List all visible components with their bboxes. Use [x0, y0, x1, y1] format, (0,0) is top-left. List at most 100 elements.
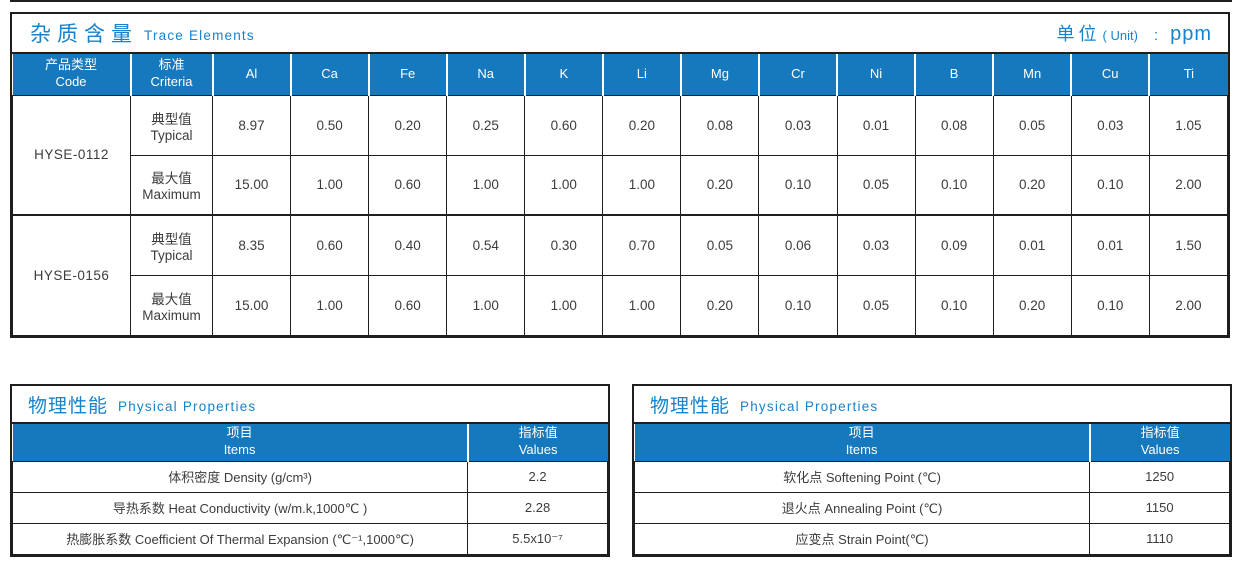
element-header-al: Al: [211, 54, 291, 96]
value-cell: 0.08: [914, 94, 994, 156]
physical-properties-table-right: 项目 Items 指标值 Values 软化点 Softening Point …: [633, 424, 1230, 555]
value-cell: 0.60: [368, 154, 448, 216]
table-row: 软化点 Softening Point (℃) 1250: [633, 460, 1230, 493]
value-cell: 1.00: [446, 274, 526, 336]
value-cell: 1150: [1089, 491, 1230, 524]
trace-title-cn: 杂质含量: [30, 23, 138, 46]
value-cell: 0.01: [836, 94, 916, 156]
criteria-cell: 典型值 Typical: [130, 214, 213, 276]
col-header-values-en: Values: [1140, 442, 1180, 458]
value-cell: 2.2: [467, 460, 608, 493]
value-cell: 0.30: [524, 214, 604, 276]
trace-header-row: 产品类型 Code 标准 Criteria Al Ca Fe Na K Li M…: [12, 54, 1228, 96]
value-cell: 1.00: [446, 154, 526, 216]
table-row: 最大值 Maximum 15.00 1.00 0.60 1.00 1.00 1.…: [13, 274, 1229, 336]
col-header-items-cn: 项目: [848, 425, 875, 441]
unit-en: ( Unit): [1102, 28, 1138, 43]
table-row: 应变点 Strain Point(℃) 1110: [633, 522, 1230, 555]
element-header-b: B: [914, 54, 994, 96]
value-cell: 0.03: [1070, 94, 1150, 156]
value-cell: 1250: [1089, 460, 1230, 493]
value-cell: 1.00: [602, 154, 682, 216]
criteria-cell: 典型值 Typical: [130, 94, 213, 156]
value-cell: 0.20: [992, 154, 1072, 216]
value-cell: 0.20: [368, 94, 448, 156]
item-cell: 应变点 Strain Point(℃): [633, 522, 1091, 555]
value-cell: 0.05: [992, 94, 1072, 156]
value-cell: 15.00: [211, 274, 292, 336]
value-cell: 5.5x10⁻⁷: [467, 522, 608, 555]
value-cell: 0.60: [290, 214, 370, 276]
item-cell: 软化点 Softening Point (℃): [633, 460, 1091, 493]
col-header-items: 项目 Items: [12, 424, 468, 462]
criteria-cell: 最大值 Maximum: [130, 274, 213, 336]
value-cell: 0.60: [524, 94, 604, 156]
criteria-en: Maximum: [142, 187, 201, 203]
item-cell: 体积密度 Density (g/cm³): [11, 460, 469, 493]
unit-value: ppm: [1170, 23, 1212, 45]
col-header-values: 指标值 Values: [1088, 424, 1230, 462]
physical-properties-table-left: 项目 Items 指标值 Values 体积密度 Density (g/cm³)…: [11, 424, 608, 555]
unit-label: 单位 ( Unit) : ppm: [1057, 20, 1212, 46]
top-crop-line: [10, 0, 1232, 2]
table-row: 退火点 Annealing Point (℃) 1150: [633, 491, 1230, 524]
col-header-code-cn: 产品类型: [44, 57, 97, 73]
value-cell: 0.10: [914, 154, 994, 216]
element-header-cu: Cu: [1070, 54, 1150, 96]
col-header-criteria: 标准 Criteria: [129, 54, 213, 96]
criteria-en: Maximum: [142, 307, 201, 323]
trace-elements-panel: 杂质含量 Trace Elements 单位 ( Unit) : ppm 产品类…: [10, 12, 1230, 338]
value-cell: 15.00: [211, 154, 292, 216]
criteria-cn: 典型值: [151, 231, 192, 247]
trace-title-en: Trace Elements: [144, 28, 255, 43]
unit-colon: :: [1153, 27, 1159, 44]
col-header-items: 项目 Items: [634, 424, 1090, 462]
value-cell: 0.20: [992, 274, 1072, 336]
value-cell: 0.10: [1070, 154, 1150, 216]
phys-right-header-row: 项目 Items 指标值 Values: [634, 424, 1230, 462]
value-cell: 0.70: [602, 214, 682, 276]
criteria-en: Typical: [150, 247, 193, 263]
phys-left-title-row: 物理性能 Physical Properties: [12, 386, 608, 424]
element-header-mg: Mg: [679, 54, 759, 96]
phys-right-title-en: Physical Properties: [740, 398, 879, 414]
element-header-li: Li: [601, 54, 681, 96]
value-cell: 0.03: [758, 94, 838, 156]
criteria-cell: 最大值 Maximum: [130, 154, 213, 216]
value-cell: 0.50: [290, 94, 370, 156]
phys-right-title-cn: 物理性能: [650, 395, 731, 417]
col-header-code-en: Code: [55, 74, 87, 90]
criteria-cn: 最大值: [151, 171, 192, 187]
table-row: HYSE-0156 典型值 Typical 8.35 0.60 0.40 0.5…: [12, 214, 1229, 336]
table-row: HYSE-0112 典型值 Typical 8.97 0.50 0.20 0.2…: [12, 94, 1229, 216]
value-cell: 0.01: [1070, 214, 1150, 276]
element-header-fe: Fe: [367, 54, 447, 96]
col-header-values-cn: 指标值: [1140, 425, 1180, 441]
col-header-items-cn: 项目: [226, 425, 253, 441]
element-header-na: Na: [445, 54, 525, 96]
element-header-ti: Ti: [1148, 54, 1228, 96]
value-cell: 1.00: [524, 274, 604, 336]
element-header-cr: Cr: [757, 54, 837, 96]
phys-left-title-cn: 物理性能: [28, 395, 109, 417]
item-cell: 退火点 Annealing Point (℃): [633, 491, 1091, 524]
physical-properties-panel-left: 物理性能 Physical Properties 项目 Items 指标值 Va…: [10, 384, 610, 557]
value-cell: 2.00: [1148, 154, 1229, 216]
phys-left-header-row: 项目 Items 指标值 Values: [12, 424, 608, 462]
value-cell: 0.10: [758, 274, 838, 336]
element-header-ni: Ni: [835, 54, 916, 96]
col-header-criteria-cn: 标准: [158, 57, 185, 73]
value-cell: 1.05: [1148, 94, 1229, 156]
value-cell: 0.40: [368, 214, 448, 276]
value-cell: 0.20: [680, 274, 760, 336]
value-cell: 1.50: [1148, 214, 1229, 276]
col-header-values-en: Values: [518, 442, 558, 458]
value-cell: 0.10: [758, 154, 838, 216]
value-cell: 0.08: [680, 94, 760, 156]
value-cell: 0.25: [446, 94, 526, 156]
value-cell: 8.35: [211, 214, 292, 276]
phys-left-title-en: Physical Properties: [118, 398, 257, 414]
col-header-items-en: Items: [845, 442, 878, 458]
unit-cn: 单位: [1056, 24, 1101, 44]
col-header-criteria-en: Criteria: [150, 74, 193, 90]
